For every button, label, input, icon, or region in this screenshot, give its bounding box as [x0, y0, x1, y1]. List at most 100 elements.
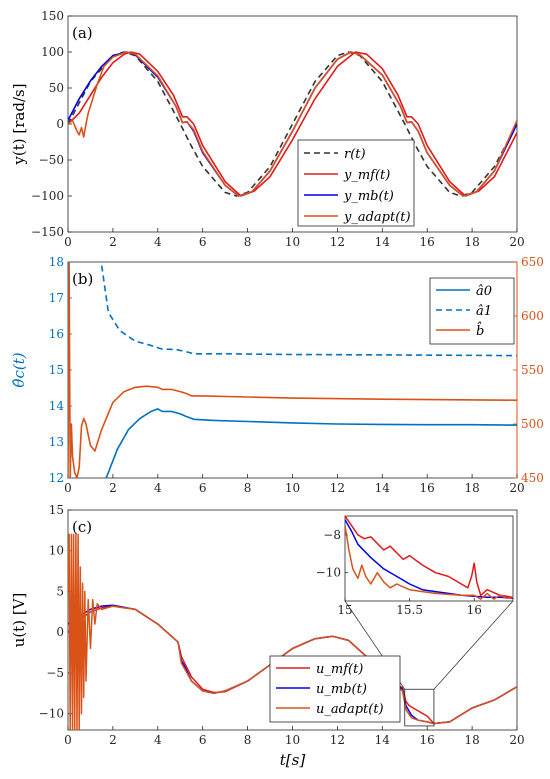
panel-b-xtick-label: 20 — [509, 481, 524, 495]
panel-b-xtick-label: 16 — [420, 481, 435, 495]
panel-a-label: (a) — [72, 24, 93, 42]
panel-b-xtick-label: 14 — [375, 481, 391, 495]
panel-a-xtick-label: 12 — [330, 235, 345, 249]
panel-c-xtick-label: 6 — [199, 733, 207, 747]
panel-a-xtick-label: 20 — [509, 235, 524, 249]
panel-c-legend-entry: u_mb(t) — [316, 682, 367, 697]
panel-c-ytick-label: −5 — [46, 666, 64, 680]
panel-a-legend-entry: y_adapt(t) — [343, 210, 411, 225]
panel-c-ytick-label: 15 — [49, 503, 64, 517]
panel-b-xtick-label: 12 — [330, 481, 345, 495]
panel-b-a1-line — [100, 265, 517, 357]
panel-c-legend: u_mf(t) u_mb(t) u_adapt(t) — [269, 655, 401, 723]
panel-a-xtick-label: 8 — [244, 235, 252, 249]
panel-c-xtick-label: 12 — [330, 733, 345, 747]
panel-c-zoom-region — [404, 688, 435, 727]
panel-c-inset-xtick-label: 16 — [467, 603, 482, 617]
panel-b-ytick-label-right: 650 — [521, 255, 544, 269]
panel-a-ylabel: y(t) [rad/s] — [10, 83, 28, 165]
panel-a-xtick-label: 14 — [375, 235, 391, 249]
panel-a-legend-box — [297, 139, 415, 227]
panel-b-ytick-label: 14 — [49, 399, 65, 413]
panel-a: 0 2 4 6 8 10 12 14 16 18 20 −150 −100 −50 0 50 100 150 (a)… — [10, 9, 525, 249]
panel-b-legend: â0 â1 b̂ — [429, 277, 515, 345]
panel-b-ytick-label: 13 — [49, 435, 64, 449]
panel-a-plot-area — [67, 15, 518, 233]
panel-a-yadapt-line — [68, 51, 517, 197]
panel-c-xtick-label: 16 — [420, 733, 435, 747]
panel-c-xtick-label: 0 — [64, 733, 72, 747]
panel-b-xtick-label: 8 — [244, 481, 252, 495]
panel-b-ytick-label: 17 — [49, 291, 64, 305]
panel-b-ylabel: θ̂c(t) — [10, 352, 28, 387]
panel-b-label: (b) — [72, 270, 93, 288]
panel-b-legend-entry: â0 — [476, 284, 492, 299]
panel-a-ytick-label: 0 — [56, 117, 64, 131]
panel-b-xtick-label: 2 — [109, 481, 117, 495]
panel-c-xtick-label: 18 — [464, 733, 479, 747]
panel-c-label: (c) — [72, 518, 92, 536]
panel-a-ytick-label: −150 — [31, 225, 64, 239]
panel-c-xlabel: t[s] — [280, 751, 306, 769]
panel-a-xtick-label: 2 — [109, 235, 117, 249]
panel-c-xtick-label: 8 — [244, 733, 252, 747]
panel-b-xtick-label: 18 — [464, 481, 479, 495]
panel-b: 0 2 4 6 8 10 12 14 16 18 20 12 13 14 15 16 17 18 450 500 550… — [10, 255, 544, 495]
panel-c-legend-box — [269, 655, 401, 723]
panel-a-xtick-label: 16 — [420, 235, 435, 249]
panel-b-ytick-label: 12 — [49, 471, 64, 485]
panel-c-xtick-label: 2 — [109, 733, 117, 747]
panel-c-ytick-label: 10 — [49, 544, 64, 558]
panel-b-legend-box — [429, 277, 515, 345]
panel-a-legend-entry: y_mf(t) — [343, 168, 390, 183]
panel-c-inset-umf-line — [345, 516, 513, 598]
panel-c: 0 2 4 6 8 10 12 14 16 18 20 −10 −5 0 5 10 15 (c) u(t) [V] t… — [10, 503, 525, 769]
panel-c-ytick-label: −10 — [39, 707, 64, 721]
panel-b-xtick-label: 6 — [199, 481, 207, 495]
panel-c-ytick-label: 5 — [56, 584, 64, 598]
panel-c-inset-area — [344, 515, 514, 602]
panel-c-inset-xtick-label: 15 — [337, 603, 352, 617]
panel-a-xtick-label: 6 — [199, 235, 207, 249]
panel-c-inset: 15 15.5 16 −10 −8 — [316, 515, 514, 690]
panel-a-legend-entry: r(t) — [344, 147, 366, 162]
panel-c-legend-entry: u_mf(t) — [316, 662, 363, 677]
panel-c-xtick-label: 20 — [509, 733, 524, 747]
panel-c-xtick-label: 4 — [154, 733, 162, 747]
panel-b-ytick-label-right: 500 — [521, 417, 544, 431]
panel-a-reference-line — [68, 51, 517, 197]
panel-b-ytick-label: 15 — [49, 363, 64, 377]
panel-c-inset-ytick-label: −10 — [316, 566, 341, 580]
panel-a-ytick-label: 150 — [41, 9, 64, 23]
panel-b-ytick-label: 16 — [49, 327, 64, 341]
panel-b-legend-entry: b̂ — [476, 321, 484, 339]
panel-b-xtick-label: 0 — [64, 481, 72, 495]
panel-b-xtick-label: 10 — [285, 481, 300, 495]
panel-c-inset-ytick-label: −8 — [323, 528, 341, 542]
panel-c-ytick-label: 0 — [56, 625, 64, 639]
panel-a-xtick-label: 4 — [154, 235, 162, 249]
panel-b-ytick-label-right: 550 — [521, 363, 544, 377]
panel-c-zoom-connector — [433, 600, 514, 690]
panel-c-xtick-label: 10 — [285, 733, 300, 747]
panel-b-ytick-label-right: 600 — [521, 309, 544, 323]
panel-a-legend-entry: y_mb(t) — [343, 189, 394, 204]
panel-a-ytick-label: −50 — [39, 153, 64, 167]
panel-a-ytick-label: −100 — [31, 189, 64, 203]
panel-b-b-line — [68, 262, 517, 478]
panel-a-legend: r(t) y_mf(t) y_mb(t) y_adapt(t) — [297, 139, 415, 227]
panel-c-legend-entry: u_adapt(t) — [316, 702, 384, 717]
panel-a-ytick-label: 50 — [49, 81, 64, 95]
panel-b-a0-line — [105, 408, 517, 478]
panel-a-xtick-label: 18 — [464, 235, 479, 249]
panel-c-inset-xtick-label: 15.5 — [396, 603, 423, 617]
panel-c-inset-uadapt-line — [345, 525, 513, 600]
panel-b-xtick-label: 4 — [154, 481, 162, 495]
panel-c-xtick-label: 14 — [375, 733, 391, 747]
panel-c-ylabel: u(t) [V] — [10, 593, 28, 648]
panel-b-legend-entry: â1 — [476, 304, 492, 319]
panel-b-ytick-label-right: 450 — [521, 471, 544, 485]
panel-a-xtick-label: 0 — [64, 235, 72, 249]
panel-b-ytick-label: 18 — [49, 255, 64, 269]
